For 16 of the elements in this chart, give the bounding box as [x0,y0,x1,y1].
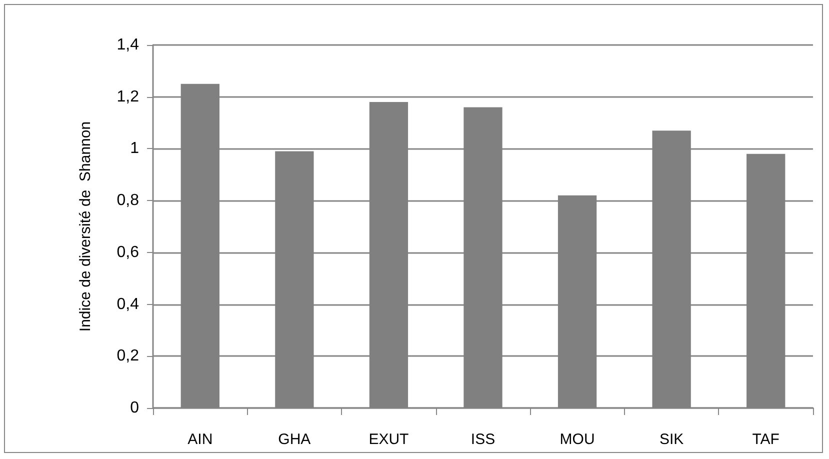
y-tick-label: 1,2 [116,88,140,106]
y-tick-label: 0,8 [116,192,140,210]
x-tick-label: TAF [752,431,780,448]
x-tick-label: SIK [659,431,684,448]
y-tick-label: 0,6 [116,244,140,261]
y-tick-label: 0 [130,400,140,416]
x-tick-label: ISS [470,431,496,448]
y-tick-label: 1,4 [116,36,140,54]
y-tick-label: 0,2 [116,348,140,365]
y-tick-label: 0,4 [116,296,140,313]
x-tick-label: GHA [278,431,311,448]
y-axis-title: Indice de diversité de Shannon [77,121,94,332]
y-tick-label: 1 [130,140,140,158]
x-tick-label: EXUT [368,431,409,448]
x-tick-label: AIN [188,431,213,448]
x-tick-label: MOU [560,431,595,448]
